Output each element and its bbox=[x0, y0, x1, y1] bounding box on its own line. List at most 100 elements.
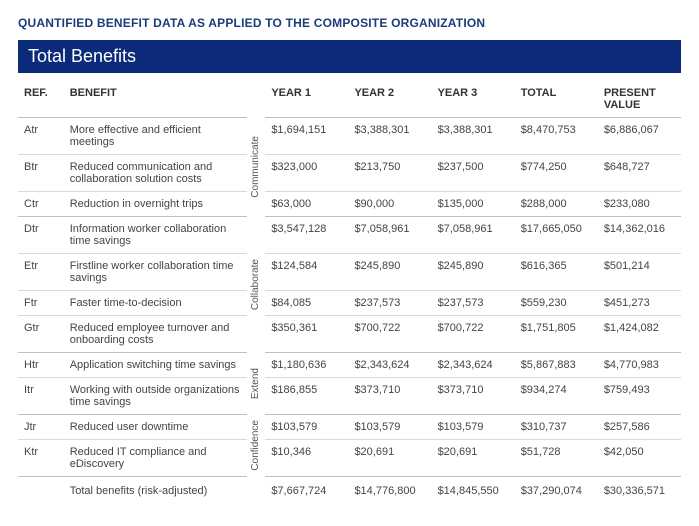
pv-cell: $501,214 bbox=[598, 254, 681, 291]
pv-cell: $6,886,067 bbox=[598, 118, 681, 155]
y1-cell: $186,855 bbox=[265, 378, 348, 415]
y3-cell: $245,890 bbox=[432, 254, 515, 291]
table-header-row: REF. BENEFIT YEAR 1 YEAR 2 YEAR 3 TOTAL … bbox=[18, 81, 681, 118]
ref-cell: Atr bbox=[18, 118, 64, 155]
title-bar: Total Benefits bbox=[18, 40, 681, 73]
y3-cell: $2,343,624 bbox=[432, 353, 515, 378]
benefit-cell: Reduction in overnight trips bbox=[64, 192, 247, 217]
y1-cell: $1,694,151 bbox=[265, 118, 348, 155]
y1-cell: $124,584 bbox=[265, 254, 348, 291]
total-cell: $934,274 bbox=[515, 378, 598, 415]
pv-cell: $4,770,983 bbox=[598, 353, 681, 378]
y3-cell: $237,573 bbox=[432, 291, 515, 316]
ref-cell: Ftr bbox=[18, 291, 64, 316]
y2-cell: $373,710 bbox=[348, 378, 431, 415]
col-present-value: PRESENT VALUE bbox=[598, 81, 681, 118]
benefit-cell: Application switching time savings bbox=[64, 353, 247, 378]
col-group bbox=[247, 81, 266, 118]
benefit-cell: More effective and efficient meetings bbox=[64, 118, 247, 155]
pv-cell: $759,493 bbox=[598, 378, 681, 415]
table-row: EtrFirstline worker collaboration time s… bbox=[18, 254, 681, 291]
total-cell: $17,665,050 bbox=[515, 217, 598, 254]
y3-cell: $7,058,961 bbox=[432, 217, 515, 254]
benefit-cell: Reduced IT compliance and eDiscovery bbox=[64, 440, 247, 477]
y2-cell: $3,388,301 bbox=[348, 118, 431, 155]
table-row: DtrInformation worker collaboration time… bbox=[18, 217, 681, 254]
table-row: AtrMore effective and efficient meetings… bbox=[18, 118, 681, 155]
total-cell: $310,737 bbox=[515, 415, 598, 440]
y2-cell: $213,750 bbox=[348, 155, 431, 192]
y2-cell: $700,722 bbox=[348, 316, 431, 353]
y2-cell: $90,000 bbox=[348, 192, 431, 217]
group-label-cell: Confidence bbox=[247, 415, 266, 477]
y1-cell: $7,667,724 bbox=[265, 477, 348, 504]
benefit-cell: Faster time-to-decision bbox=[64, 291, 247, 316]
group-gap bbox=[247, 477, 266, 504]
y3-cell: $14,845,550 bbox=[432, 477, 515, 504]
table-row: JtrReduced user downtimeConfidence$103,5… bbox=[18, 415, 681, 440]
y3-cell: $373,710 bbox=[432, 378, 515, 415]
y3-cell: $3,388,301 bbox=[432, 118, 515, 155]
ref-cell: Etr bbox=[18, 254, 64, 291]
y1-cell: $63,000 bbox=[265, 192, 348, 217]
benefit-cell: Reduced user downtime bbox=[64, 415, 247, 440]
col-year1: YEAR 1 bbox=[265, 81, 348, 118]
y3-cell: $103,579 bbox=[432, 415, 515, 440]
total-cell: $37,290,074 bbox=[515, 477, 598, 504]
ref-cell: Htr bbox=[18, 353, 64, 378]
y3-cell: $237,500 bbox=[432, 155, 515, 192]
y2-cell: $7,058,961 bbox=[348, 217, 431, 254]
total-cell: $559,230 bbox=[515, 291, 598, 316]
y3-cell: $700,722 bbox=[432, 316, 515, 353]
y1-cell: $103,579 bbox=[265, 415, 348, 440]
total-cell: $51,728 bbox=[515, 440, 598, 477]
y1-cell: $10,346 bbox=[265, 440, 348, 477]
pv-cell: $1,424,082 bbox=[598, 316, 681, 353]
col-total: TOTAL bbox=[515, 81, 598, 118]
y2-cell: $245,890 bbox=[348, 254, 431, 291]
table-row: HtrApplication switching time savingsExt… bbox=[18, 353, 681, 378]
col-benefit: BENEFIT bbox=[64, 81, 247, 118]
table-row: BtrReduced communication and collaborati… bbox=[18, 155, 681, 192]
y1-cell: $323,000 bbox=[265, 155, 348, 192]
ref-cell: Jtr bbox=[18, 415, 64, 440]
total-cell: $8,470,753 bbox=[515, 118, 598, 155]
pv-line2: VALUE bbox=[604, 99, 640, 111]
ref-cell: Ctr bbox=[18, 192, 64, 217]
y1-cell: $350,361 bbox=[265, 316, 348, 353]
table-row: CtrReduction in overnight trips $63,000$9… bbox=[18, 192, 681, 217]
pv-cell: $233,080 bbox=[598, 192, 681, 217]
y2-cell: $237,573 bbox=[348, 291, 431, 316]
y1-cell: $1,180,636 bbox=[265, 353, 348, 378]
y2-cell: $14,776,800 bbox=[348, 477, 431, 504]
pv-cell: $648,727 bbox=[598, 155, 681, 192]
pv-cell: $42,050 bbox=[598, 440, 681, 477]
group-label: Collaborate bbox=[250, 259, 261, 310]
group-label-cell: Communicate bbox=[247, 118, 266, 217]
pv-cell: $30,336,571 bbox=[598, 477, 681, 504]
pv-line1: PRESENT bbox=[604, 87, 656, 99]
group-label: Communicate bbox=[250, 136, 261, 198]
total-cell: $774,250 bbox=[515, 155, 598, 192]
y2-cell: $103,579 bbox=[348, 415, 431, 440]
pv-cell: $451,273 bbox=[598, 291, 681, 316]
benefit-cell: Firstline worker collaboration time savi… bbox=[64, 254, 247, 291]
pv-cell: $14,362,016 bbox=[598, 217, 681, 254]
group-label-cell: Extend bbox=[247, 353, 266, 415]
total-cell: $1,751,805 bbox=[515, 316, 598, 353]
y1-cell: $84,085 bbox=[265, 291, 348, 316]
col-ref: REF. bbox=[18, 81, 64, 118]
benefit-cell: Total benefits (risk-adjusted) bbox=[64, 477, 247, 504]
benefit-cell: Working with outside organizations time … bbox=[64, 378, 247, 415]
group-label: Extend bbox=[250, 368, 261, 399]
ref-cell: Dtr bbox=[18, 217, 64, 254]
y1-cell: $3,547,128 bbox=[265, 217, 348, 254]
ref-cell: Itr bbox=[18, 378, 64, 415]
y3-cell: $135,000 bbox=[432, 192, 515, 217]
col-year2: YEAR 2 bbox=[348, 81, 431, 118]
table-row: FtrFaster time-to-decision$84,085$237,57… bbox=[18, 291, 681, 316]
page-heading: QUANTIFIED BENEFIT DATA AS APPLIED TO TH… bbox=[18, 16, 681, 30]
ref-cell: Gtr bbox=[18, 316, 64, 353]
benefit-cell: Reduced employee turnover and onboarding… bbox=[64, 316, 247, 353]
table-row: GtrReduced employee turnover and onboard… bbox=[18, 316, 681, 353]
